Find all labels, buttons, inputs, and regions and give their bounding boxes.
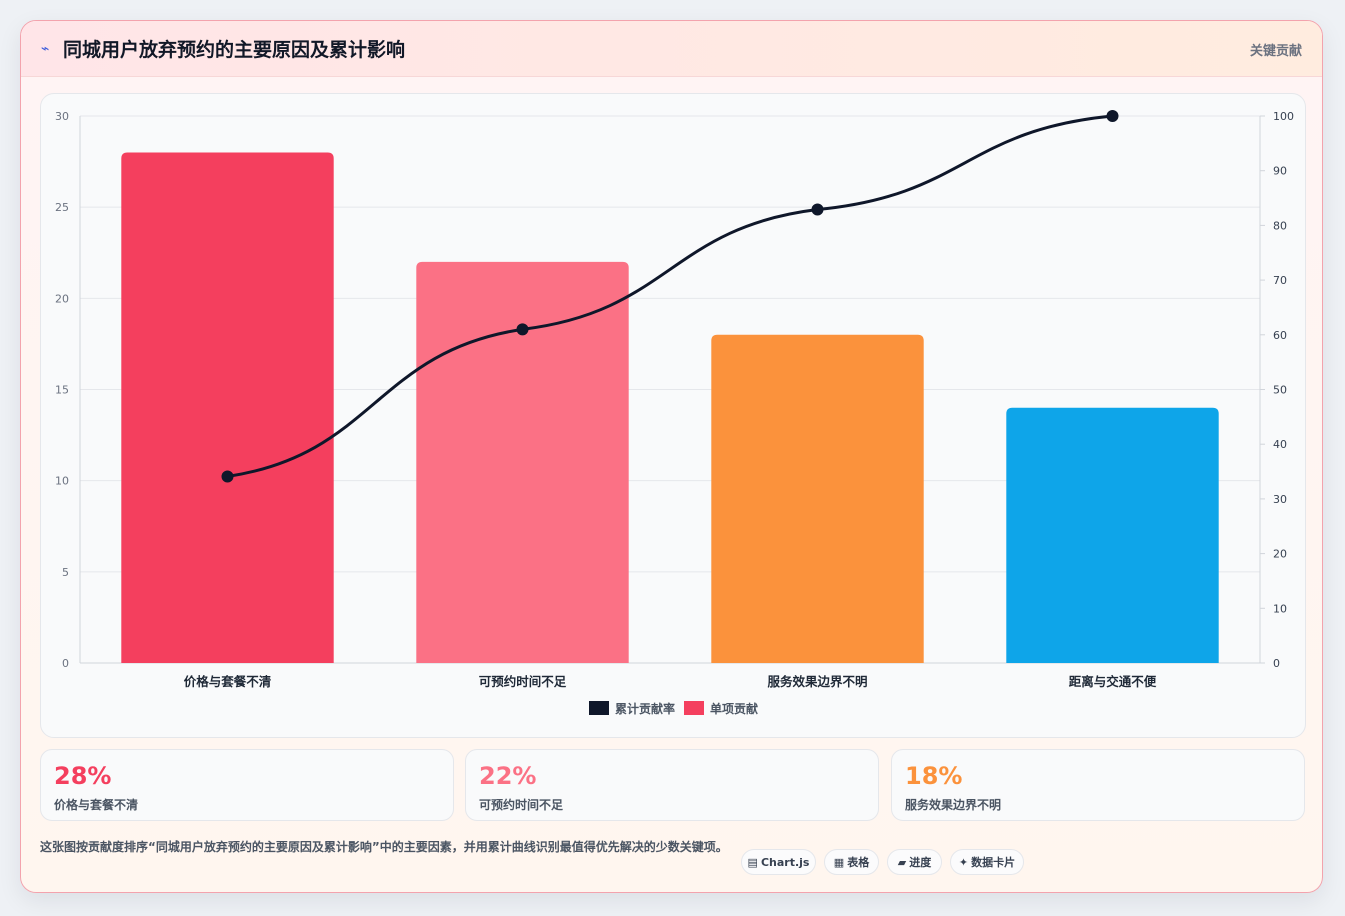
y2-tick-label: 70: [1273, 274, 1287, 287]
chart-panel: 0 5 10 15 20 25 30 0 10 20 30 40 50 60 70 80 90 100 价格与套餐不…: [40, 93, 1306, 738]
chip-progress[interactable]: ▰ 进度: [887, 849, 942, 875]
progress-icon: ▰: [897, 856, 907, 869]
legend-label: 累计贡献率: [615, 701, 675, 716]
chart-card: ⌁ 同城用户放弃预约的主要原因及累计影响 关键贡献 0 5 10 15 20 25 30 0 1…: [20, 20, 1323, 893]
header-tag[interactable]: 关键贡献: [1249, 44, 1302, 59]
legend-label: 单项贡献: [710, 701, 758, 716]
stat-value: 22%: [479, 762, 537, 790]
y2-tick-label: 20: [1273, 548, 1287, 561]
cumulative-point-1: [221, 470, 234, 483]
y-tick-label: 15: [55, 384, 69, 397]
page-title: 同城用户放弃预约的主要原因及累计影响: [63, 39, 406, 61]
y2-tick-label: 30: [1273, 493, 1287, 506]
x-tick-label: 价格与套餐不清: [184, 674, 272, 689]
y2-tick-label: 80: [1273, 219, 1287, 232]
chip-table[interactable]: ▦ 表格: [824, 849, 879, 875]
y-tick-label: 10: [55, 475, 69, 488]
y2-tick-label: 50: [1273, 384, 1287, 397]
bar-2: [416, 261, 629, 663]
chart-icon: ▤: [747, 856, 758, 869]
stat-card-1: 28% 价格与套餐不清: [40, 749, 454, 821]
stat-label: 价格与套餐不清: [54, 798, 139, 812]
cumulative-line: [227, 114, 1113, 478]
y2-tick-label: 40: [1273, 438, 1287, 451]
y2-tick-label: 0: [1273, 657, 1280, 670]
card-header: ⌁ 同城用户放弃预约的主要原因及累计影响 关键贡献: [21, 21, 1322, 77]
y2-tick-label: 60: [1273, 329, 1287, 342]
chip-data-cards[interactable]: ✦ 数据卡片: [950, 849, 1024, 875]
sparkle-icon: ✦: [958, 856, 969, 869]
cumulative-point-3: [811, 203, 824, 216]
chart-description: 这张图按贡献度排序“同城用户放弃预约的主要原因及累计影响”中的主要因素，并用累计…: [40, 840, 728, 854]
bar-3: [711, 334, 924, 663]
stat-value: 28%: [54, 762, 112, 790]
y2-tick-label: 10: [1273, 602, 1287, 615]
cumulative-point-4: [1106, 110, 1119, 122]
y-tick-label: 30: [55, 110, 69, 123]
chip-label: Chart.js: [760, 856, 810, 869]
legend-swatch: [684, 701, 704, 715]
legend-swatch: [589, 701, 609, 715]
y-tick-label: 0: [62, 657, 69, 670]
stat-label: 服务效果边界不明: [905, 798, 1002, 812]
chip-label: 进度: [909, 856, 932, 869]
cumulative-point-2: [516, 323, 529, 336]
stat-label: 可预约时间不足: [479, 798, 564, 812]
x-tick-label: 可预约时间不足: [479, 674, 567, 689]
y-tick-label: 5: [62, 566, 69, 579]
x-tick-label: 距离与交通不便: [1069, 674, 1157, 689]
y-tick-label: 25: [55, 201, 69, 214]
stat-card-3: 18% 服务效果边界不明: [891, 749, 1305, 821]
y2-tick-label: 100: [1273, 110, 1294, 123]
chip-label: 数据卡片: [971, 856, 1016, 869]
x-tick-label: 服务效果边界不明: [767, 674, 867, 689]
bar-4: [1006, 407, 1219, 663]
stat-card-2: 22% 可预约时间不足: [465, 749, 879, 821]
bar-1: [121, 152, 334, 663]
y-tick-label: 20: [55, 292, 69, 305]
chip-label: 表格: [847, 856, 870, 869]
table-icon: ▦: [833, 856, 845, 869]
chip-chartjs[interactable]: ▤ Chart.js: [741, 849, 816, 875]
y2-tick-label: 90: [1273, 165, 1287, 178]
chart-wave-icon: ⌁: [41, 41, 50, 57]
pareto-chart: 0 5 10 15 20 25 30 0 10 20 30 40 50 60 70 80 90 100 价格与套餐不…: [55, 110, 1294, 716]
stat-value: 18%: [905, 762, 963, 790]
